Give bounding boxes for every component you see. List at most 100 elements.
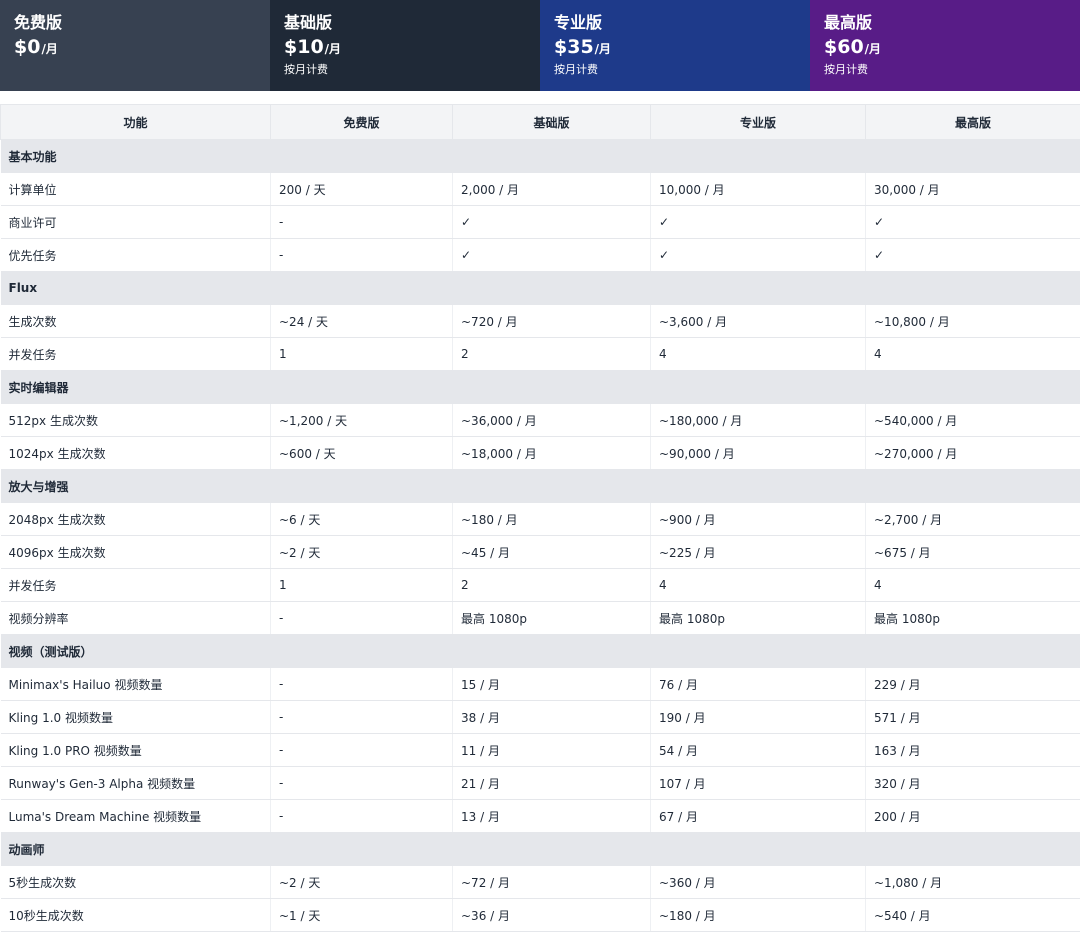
max-cell: ~10,800 / 月 <box>865 304 1080 338</box>
billing-note: 按月计费 <box>284 63 328 76</box>
basic-cell: 13 / 月 <box>452 799 651 833</box>
max-cell: 163 / 月 <box>865 733 1080 767</box>
table-row: 商业许可 - ✓ ✓ ✓ <box>0 205 1080 239</box>
basic-cell: ~180 / 月 <box>452 502 651 536</box>
feature-cell: Kling 1.0 PRO 视频数量 <box>0 733 271 767</box>
feature-cell: 计算单位 <box>0 172 271 206</box>
plan-name: 免费版 <box>14 13 63 32</box>
free-cell: ~600 / 天 <box>270 436 453 470</box>
basic-cell: 11 / 月 <box>452 733 651 767</box>
plan-price: $60/月 <box>824 34 1066 62</box>
table-row: Kling 1.0 PRO 视频数量 -11 / 月 54 / 月 163 / 月 <box>0 733 1080 767</box>
max-cell: 30,000 / 月 <box>865 172 1080 206</box>
basic-cell: ~720 / 月 <box>452 304 651 338</box>
column-header-feature: 功能 <box>0 104 271 140</box>
feature-cell: 并发任务 <box>0 337 271 371</box>
max-cell: ✓ <box>865 238 1080 272</box>
billing-note: 按月计费 <box>824 63 868 76</box>
section-row: 基本功能 <box>0 139 1080 173</box>
max-cell: ~540 / 月 <box>865 898 1080 932</box>
max-cell: 最高 1080p <box>865 601 1080 635</box>
max-cell: ~540,000 / 月 <box>865 403 1080 437</box>
feature-cell: Luma's Dream Machine 视频数量 <box>0 799 271 833</box>
basic-cell: ~45 / 月 <box>452 535 651 569</box>
table-row: Minimax's Hailuo 视频数量 -15 / 月 76 / 月 229 / … <box>0 667 1080 701</box>
free-cell: 1 <box>270 568 453 602</box>
price-unit: /月 <box>594 42 612 56</box>
section-title: 视频（测试版） <box>0 634 1080 668</box>
free-cell: - <box>270 205 453 239</box>
section-row: 视频（测试版） <box>0 634 1080 668</box>
table-row: 512px 生成次数 ~1,200 / 天 ~36,000 / 月 ~180,000 … <box>0 403 1080 437</box>
free-cell: ~2 / 天 <box>270 535 453 569</box>
basic-cell: 21 / 月 <box>452 766 651 800</box>
basic-cell: ~36 / 月 <box>452 898 651 932</box>
free-cell: ~24 / 天 <box>270 304 453 338</box>
free-cell: ~1 / 天 <box>270 898 453 932</box>
plan-card-basic: 基础版 $10/月 按月计费 <box>270 0 540 91</box>
table-row: 优先任务 - ✓ ✓ ✓ <box>0 238 1080 272</box>
pro-cell: ~900 / 月 <box>650 502 866 536</box>
max-cell: 200 / 月 <box>865 799 1080 833</box>
section-row: Flux <box>0 271 1080 305</box>
free-cell: - <box>270 799 453 833</box>
price-amount: $60 <box>824 36 864 58</box>
pro-cell: 4 <box>650 337 866 371</box>
table-row: 5秒生成次数 ~2 / 天 ~72 / 月 ~360 / 月 ~1,080 / 月 <box>0 865 1080 899</box>
table-body: 基本功能 计算单位 200 / 天 2,000 / 月 10,000 / 月 30,000… <box>0 139 1080 932</box>
feature-cell: 1024px 生成次数 <box>0 436 271 470</box>
basic-cell: ~36,000 / 月 <box>452 403 651 437</box>
free-cell: - <box>270 601 453 635</box>
feature-cell: 512px 生成次数 <box>0 403 271 437</box>
feature-cell: Minimax's Hailuo 视频数量 <box>0 667 271 701</box>
feature-cell: 4096px 生成次数 <box>0 535 271 569</box>
section-title: 动画师 <box>0 832 1080 866</box>
free-cell: 1 <box>270 337 453 371</box>
basic-cell: 2 <box>452 568 651 602</box>
section-title: 基本功能 <box>0 139 1080 173</box>
max-cell: 571 / 月 <box>865 700 1080 734</box>
spacer <box>0 91 1080 104</box>
pro-cell: ~90,000 / 月 <box>650 436 866 470</box>
feature-cell: 视频分辨率 <box>0 601 271 635</box>
max-cell: ~2,700 / 月 <box>865 502 1080 536</box>
table-row: 生成次数 ~24 / 天 ~720 / 月 ~3,600 / 月 ~10,800 / 月 <box>0 304 1080 338</box>
price-unit: /月 <box>324 42 342 56</box>
feature-cell: Runway's Gen-3 Alpha 视频数量 <box>0 766 271 800</box>
plan-name: 基础版 <box>284 13 333 32</box>
table-row: 1024px 生成次数 ~600 / 天 ~18,000 / 月 ~90,000 / … <box>0 436 1080 470</box>
column-header-max: 最高版 <box>865 104 1080 140</box>
basic-cell: 2,000 / 月 <box>452 172 651 206</box>
max-cell: ~270,000 / 月 <box>865 436 1080 470</box>
section-row: 放大与增强 <box>0 469 1080 503</box>
free-cell: - <box>270 667 453 701</box>
pro-cell: ~3,600 / 月 <box>650 304 866 338</box>
free-cell: - <box>270 733 453 767</box>
pro-cell: 67 / 月 <box>650 799 866 833</box>
basic-cell: ✓ <box>452 238 651 272</box>
pro-cell: 4 <box>650 568 866 602</box>
free-cell: - <box>270 700 453 734</box>
free-cell: - <box>270 238 453 272</box>
table-row: Kling 1.0 视频数量 -38 / 月 190 / 月 571 / 月 <box>0 700 1080 734</box>
table-row: 4096px 生成次数 ~2 / 天 ~45 / 月 ~225 / 月 ~675 / 月 <box>0 535 1080 569</box>
plan-name: 专业版 <box>554 13 603 32</box>
table-row: 并发任务 1 2 4 4 <box>0 568 1080 602</box>
price-amount: $10 <box>284 36 324 58</box>
table-row: 视频分辨率 - 最高 1080p 最高 1080p 最高 1080p <box>0 601 1080 635</box>
free-cell: ~2 / 天 <box>270 865 453 899</box>
feature-cell: 10秒生成次数 <box>0 898 271 932</box>
table-row: 计算单位 200 / 天 2,000 / 月 10,000 / 月 30,000 / 月 <box>0 172 1080 206</box>
pro-cell: ~225 / 月 <box>650 535 866 569</box>
basic-cell: ✓ <box>452 205 651 239</box>
max-cell: ~675 / 月 <box>865 535 1080 569</box>
pro-cell: ~180 / 月 <box>650 898 866 932</box>
table-row: 10秒生成次数 ~1 / 天 ~36 / 月 ~180 / 月 ~540 / 月 <box>0 898 1080 932</box>
plan-name: 最高版 <box>824 13 873 32</box>
basic-cell: 2 <box>452 337 651 371</box>
section-title: Flux <box>0 271 1080 305</box>
section-row: 实时编辑器 <box>0 370 1080 404</box>
plan-price: $0/月 <box>14 34 256 62</box>
pro-cell: 最高 1080p <box>650 601 866 635</box>
pro-cell: ~360 / 月 <box>650 865 866 899</box>
